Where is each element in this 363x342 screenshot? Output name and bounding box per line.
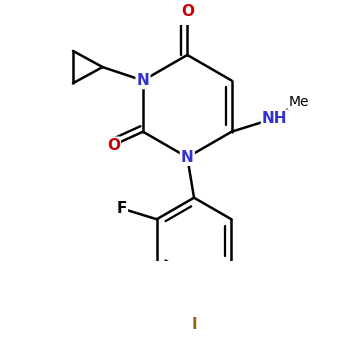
Text: NH: NH [262, 111, 287, 126]
Text: O: O [107, 138, 120, 153]
Text: Me: Me [289, 95, 309, 109]
Text: F: F [117, 201, 127, 216]
Text: I: I [191, 317, 197, 332]
Text: N: N [181, 150, 194, 165]
Text: N: N [136, 73, 149, 88]
Text: O: O [181, 4, 194, 19]
